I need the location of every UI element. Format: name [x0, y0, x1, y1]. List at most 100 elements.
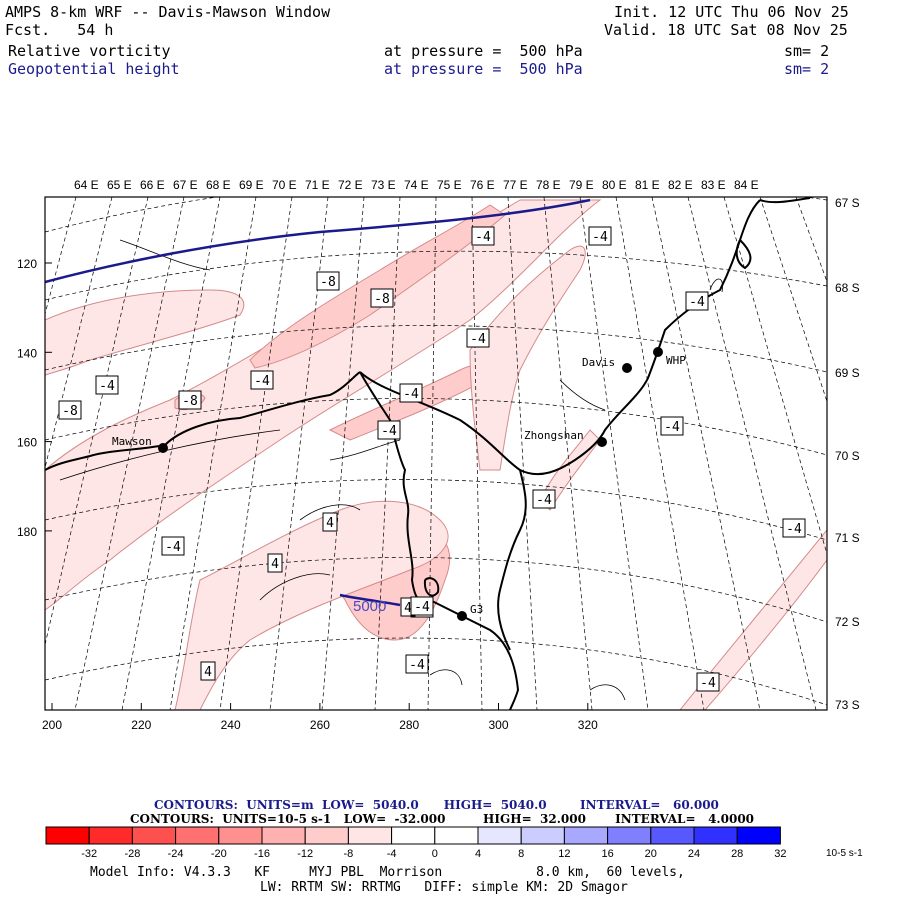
- contour-label-box: [399, 383, 423, 403]
- colorbar-swatch: [218, 826, 263, 845]
- x-tick-label: 300: [489, 718, 509, 732]
- colorbar-swatch: [391, 826, 436, 845]
- physics-info: LW: RRTM SW: RRTMG DIFF: simple KM: 2D S…: [260, 880, 628, 895]
- vorticity-contour-label: -4: [700, 676, 716, 691]
- station-label: G3: [470, 603, 483, 616]
- contour-label-box: [660, 416, 684, 436]
- y-tick-label: 120: [17, 257, 37, 271]
- colorbar-units: 10-5 s-1: [826, 848, 863, 859]
- vorticity-contour-label: -8: [182, 394, 198, 409]
- map-area: Mawson Davis WHP Zhongshan G3 -4 -4 -8 -8 -4 -4 -4…: [45, 197, 827, 710]
- vorticity-contour-label: -4: [475, 230, 491, 245]
- vorticity-contour-label: -4: [99, 379, 115, 394]
- colorbar-swatch: [563, 826, 609, 845]
- vorticity-contour-label: -8: [374, 292, 390, 307]
- x-tick-label: 260: [310, 718, 330, 732]
- vorticity-contour-label: -8: [62, 404, 78, 419]
- lon-label: 83 E: [701, 178, 726, 192]
- contour-label-box: [782, 518, 806, 538]
- lat-label: 67 S: [835, 196, 860, 210]
- colorbar-tick-label: 8: [518, 848, 524, 860]
- valid-time: Valid. 18 UTC Sat 08 Nov 25: [604, 21, 848, 39]
- vorticity-contour-label: -8: [320, 275, 336, 290]
- vorticity-contour-label: -4: [409, 658, 425, 673]
- colorbar-tick-label: -12: [297, 848, 313, 860]
- colorbar-tick-label: 12: [558, 848, 570, 860]
- forecast-hour: Fcst. 54 h: [5, 21, 114, 39]
- lat-label: 72 S: [835, 615, 860, 629]
- lon-label: 78 E: [536, 178, 561, 192]
- colorbar-swatch: [88, 826, 133, 845]
- lon-label: 64 E: [74, 178, 99, 192]
- y-tick-label: 160: [17, 436, 37, 450]
- lon-label: 70 E: [272, 178, 297, 192]
- colorbar-swatch: [736, 826, 781, 845]
- contour-label-box: [532, 489, 556, 509]
- contour-labels-layer: -4-4-8-8-4-4-4-4-8-4-8-4-4-444-44-44-4-8…: [58, 226, 806, 692]
- vorticity-contour-label: -4: [664, 420, 680, 435]
- contour-label-box: [161, 536, 185, 556]
- lon-label: 72 E: [338, 178, 363, 192]
- colorbar-tick-label: 28: [731, 848, 743, 860]
- height-contour-label: 5000: [353, 598, 386, 615]
- vorticity-contour-label: -4: [786, 522, 802, 537]
- station-label: Mawson: [112, 435, 152, 448]
- lon-label: 75 E: [437, 178, 462, 192]
- station-label: Davis: [582, 356, 615, 369]
- station-label: WHP: [666, 354, 686, 367]
- station-marker: [597, 437, 607, 447]
- station-marker: [622, 363, 632, 373]
- contour-label-box: [250, 370, 274, 390]
- colorbar-tick-label: 4: [475, 848, 481, 860]
- model-info: Model Info: V4.3.3 KF MYJ PBL Morrison 8…: [90, 865, 685, 880]
- lon-label: 71 E: [305, 178, 330, 192]
- contour-label-box: [377, 420, 401, 440]
- vorticity-contour-label: -4: [414, 600, 430, 615]
- stations-layer: Mawson Davis WHP Zhongshan G3: [112, 347, 686, 621]
- colorbar-swatch: [347, 826, 393, 845]
- lon-label: 65 E: [107, 178, 132, 192]
- colorbar-tick-label: -28: [124, 848, 140, 860]
- colorbar-swatch: [175, 826, 220, 845]
- colorbar-tick-label: -8: [344, 848, 354, 860]
- vorticity-contour-label: -4: [381, 424, 397, 439]
- colorbar-swatch: [477, 826, 522, 845]
- vorticity-contour-label: -4: [470, 332, 486, 347]
- contour-label-box: [685, 291, 709, 311]
- vorticity-shading: [45, 199, 827, 710]
- colorbar-tick-label: -16: [254, 848, 270, 860]
- contour-label-box: [267, 553, 283, 573]
- vorticity-contour-label: -4: [403, 387, 419, 402]
- plot-title: AMPS 8-km WRF -- Davis-Mawson Window: [5, 3, 331, 21]
- contour-label-box: [322, 512, 338, 532]
- lat-label: 73 S: [835, 698, 860, 712]
- lon-label: 68 E: [206, 178, 231, 192]
- vorticity-contours: [59, 239, 723, 701]
- contour-label-box: [178, 390, 202, 410]
- lon-label: 84 E: [734, 178, 759, 192]
- lon-label: 79 E: [569, 178, 594, 192]
- colorbar-swatch: [650, 826, 695, 845]
- vorticity-contour-label: 4: [204, 665, 212, 680]
- vorticity-contour-label: -4: [165, 540, 181, 555]
- colorbar-swatch: [607, 826, 652, 845]
- colorbar-swatch: [261, 826, 306, 845]
- colorbar-tick-label: 16: [601, 848, 613, 860]
- contour-label-box: [405, 654, 429, 674]
- vorticity-contour-label: -4: [536, 493, 552, 508]
- station-marker: [653, 347, 663, 357]
- axis-ticks: [45, 262, 589, 710]
- station-marker: [158, 443, 168, 453]
- lon-label: 74 E: [404, 178, 429, 192]
- vorticity-contour-label: 4: [271, 557, 279, 572]
- geopotential-contour-info: CONTOURS: UNITS=m LOW= 5040.0 HIGH= 5040…: [154, 798, 719, 812]
- lat-label: 68 S: [835, 281, 860, 295]
- contour-label-box: [200, 661, 216, 681]
- colorbar-swatch: [693, 826, 738, 845]
- colorbar: -32 -28 -24 -20 -16 -12 -8 -4 0 4 8 12 16 20 24 28 32 10-…: [45, 826, 863, 860]
- field1-smoothing: sm= 2: [784, 42, 830, 60]
- lon-label: 73 E: [371, 178, 396, 192]
- contour-label-box: [471, 226, 495, 246]
- lon-label: 67 E: [173, 178, 198, 192]
- lon-label: 81 E: [635, 178, 660, 192]
